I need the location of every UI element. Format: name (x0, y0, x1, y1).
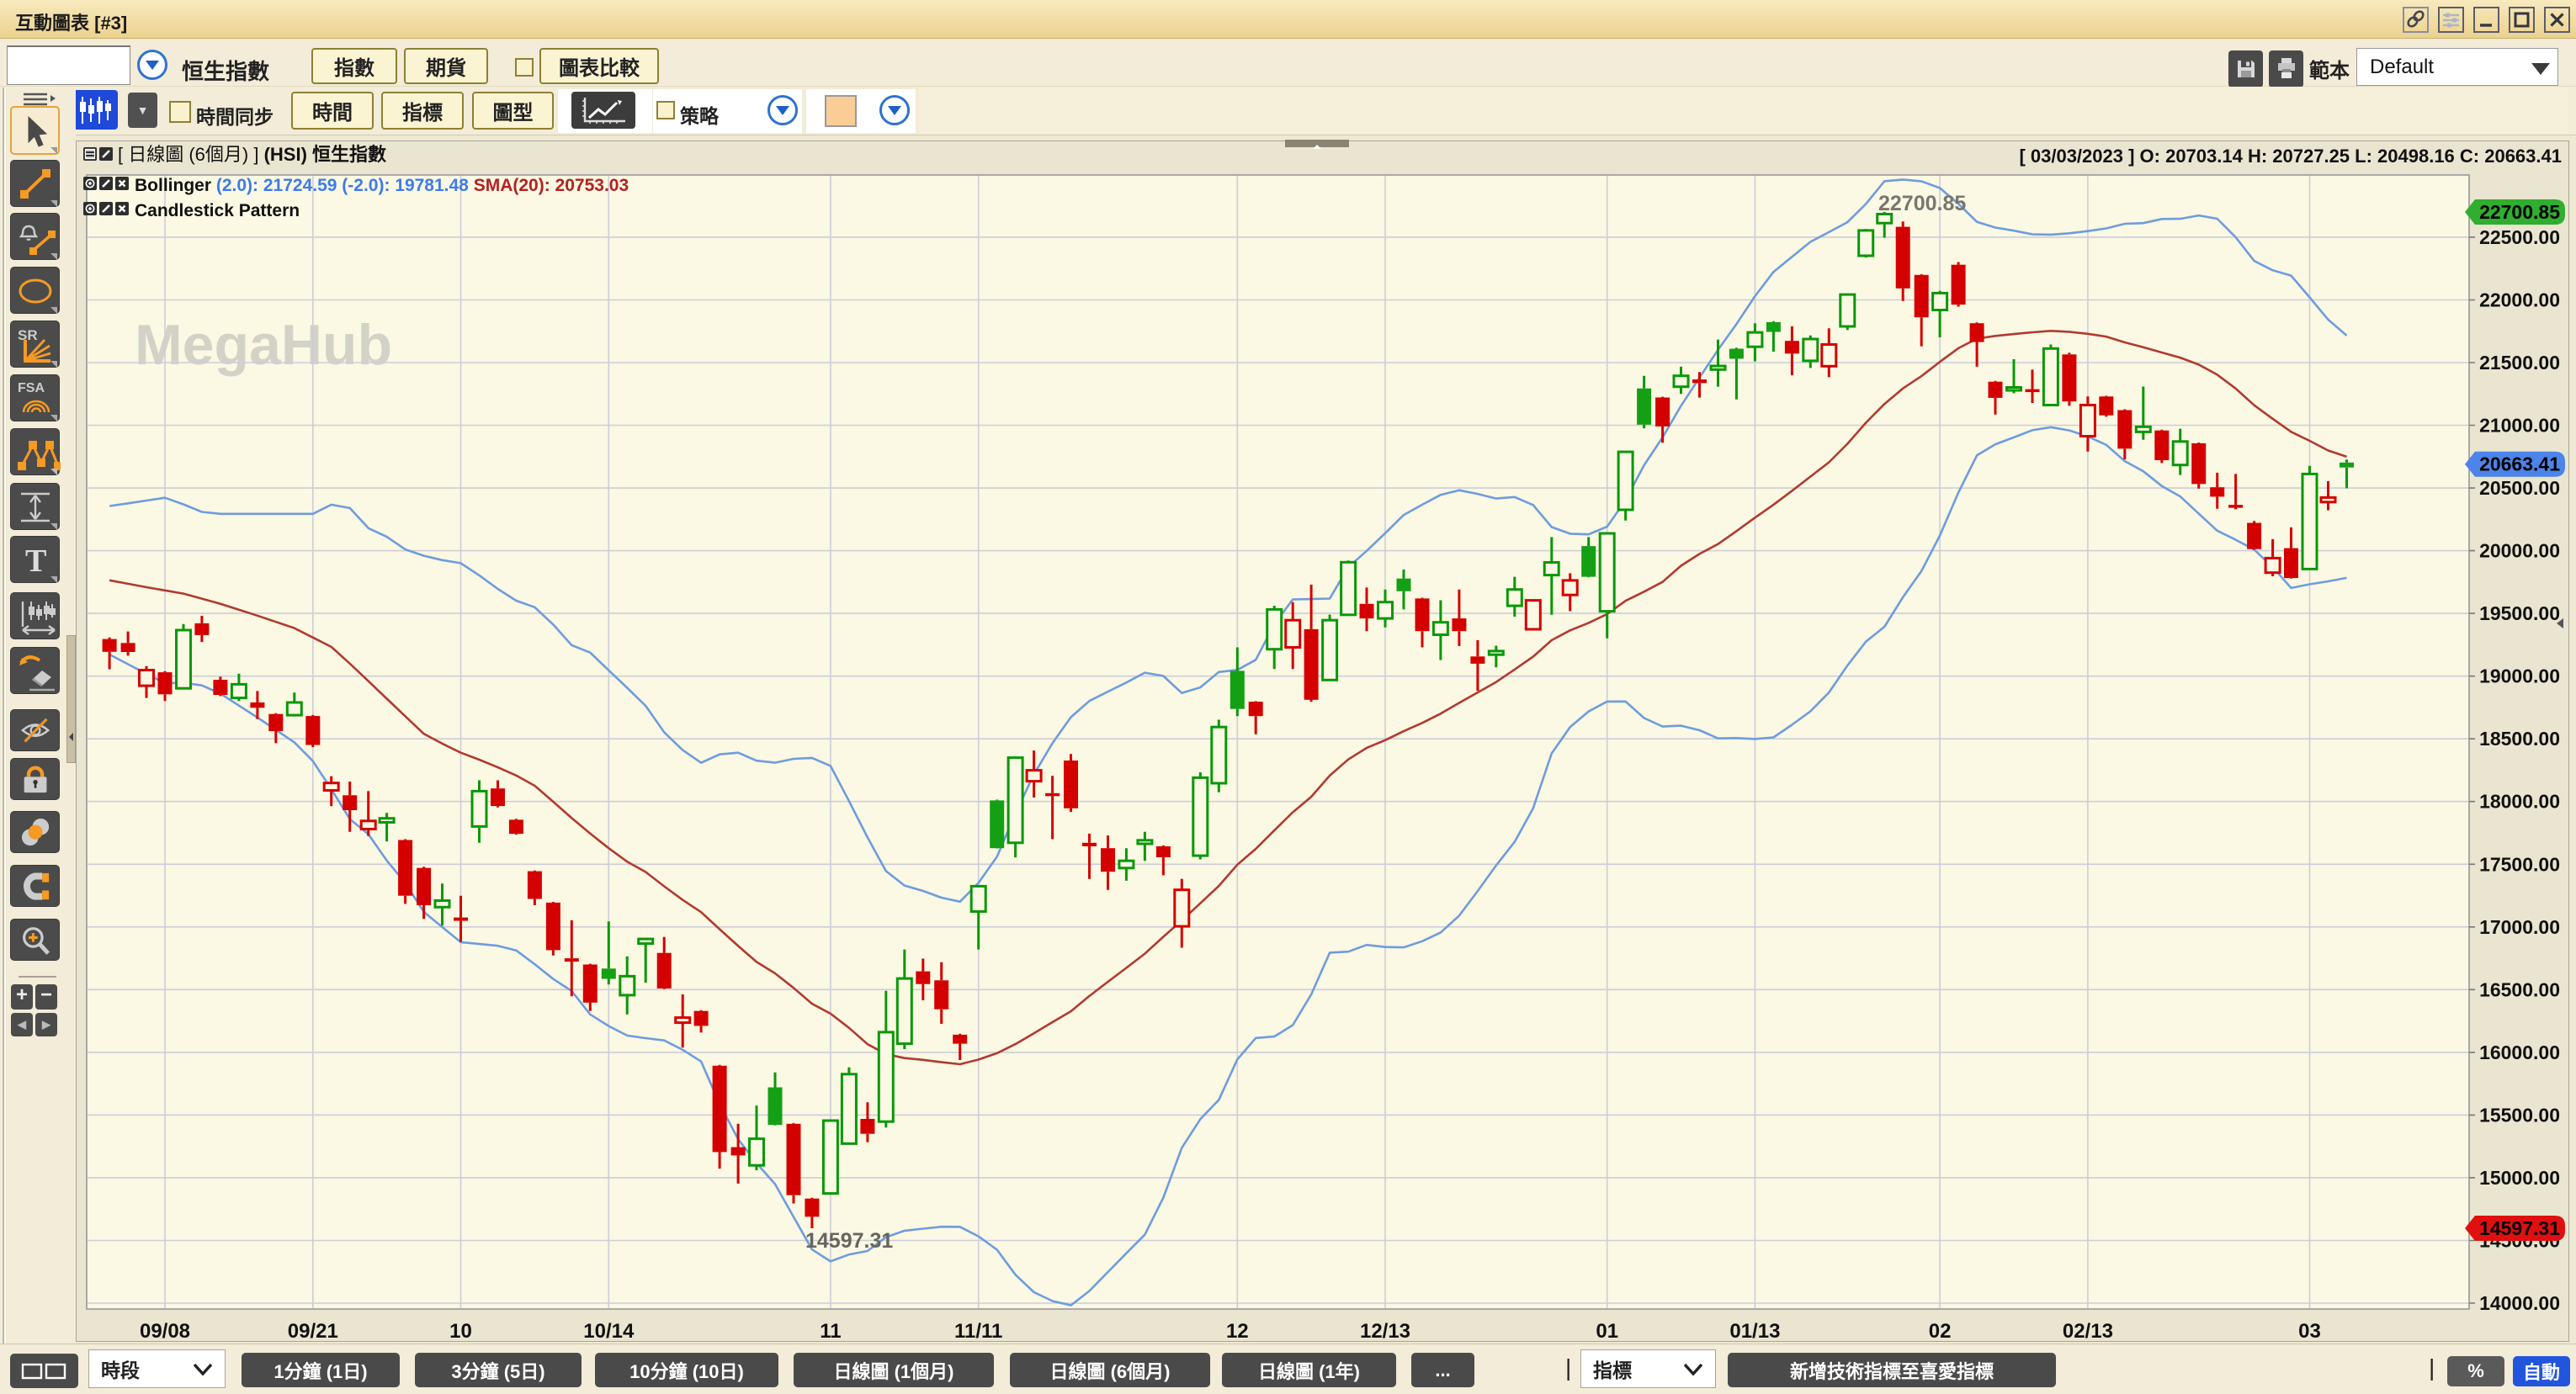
svg-text:15000.00: 15000.00 (2479, 1167, 2560, 1189)
svg-text:17000.00: 17000.00 (2479, 916, 2560, 938)
svg-text:Bollinger (2.0): 21724.59 (-2: Bollinger (2.0): 21724.59 (-2.0): 19781.… (135, 176, 629, 195)
svg-text:Candlestick Pattern: Candlestick Pattern (135, 201, 300, 220)
svg-text:20663.41: 20663.41 (2479, 453, 2560, 475)
svg-text:18500.00: 18500.00 (2479, 728, 2560, 750)
svg-text:MegaHub: MegaHub (135, 313, 392, 377)
svg-text:12: 12 (1226, 1320, 1249, 1342)
svg-text:SR: SR (18, 327, 38, 343)
svg-text:19500.00: 19500.00 (2479, 602, 2560, 624)
svg-text:14597.31: 14597.31 (805, 1229, 893, 1253)
svg-text:T: T (25, 543, 46, 579)
svg-text:11: 11 (820, 1320, 841, 1342)
svg-text:09/21: 09/21 (288, 1320, 338, 1342)
svg-text:19000.00: 19000.00 (2479, 665, 2560, 687)
svg-text:22700.85: 22700.85 (1878, 192, 1966, 215)
svg-text:14597.31: 14597.31 (2479, 1217, 2560, 1239)
svg-text:21000.00: 21000.00 (2479, 415, 2560, 437)
svg-text:[ 日線圖 (6個月) ] (HSI) 恒生指數: [ 日線圖 (6個月) ] (HSI) 恒生指數 (118, 144, 386, 165)
svg-text:[ 03/03/2023 ] O: 20703.14 H: [ 03/03/2023 ] O: 20703.14 H: 20727.25 L… (2019, 146, 2562, 167)
svg-text:15500.00: 15500.00 (2479, 1104, 2560, 1126)
svg-text:03: 03 (2298, 1320, 2321, 1342)
svg-text:21500.00: 21500.00 (2479, 352, 2560, 374)
svg-text:18000.00: 18000.00 (2479, 791, 2560, 813)
svg-text:11/11: 11/11 (954, 1320, 1002, 1342)
svg-text:02/13: 02/13 (2063, 1320, 2113, 1342)
svg-text:10/14: 10/14 (583, 1320, 635, 1342)
svg-text:16000.00: 16000.00 (2479, 1042, 2560, 1063)
svg-text:01: 01 (1596, 1320, 1618, 1342)
svg-text:01/13: 01/13 (1729, 1320, 1780, 1342)
svg-text:20000.00: 20000.00 (2479, 540, 2560, 562)
svg-text:12/13: 12/13 (1360, 1320, 1410, 1342)
svg-text:16500.00: 16500.00 (2479, 978, 2560, 1000)
svg-text:22000.00: 22000.00 (2479, 289, 2560, 311)
svg-text:FSA: FSA (18, 381, 45, 395)
svg-text:02: 02 (1929, 1320, 1952, 1342)
svg-text:14000.00: 14000.00 (2479, 1292, 2560, 1314)
svg-text:17500.00: 17500.00 (2479, 853, 2560, 875)
svg-text:22500.00: 22500.00 (2479, 226, 2560, 248)
svg-text:09/08: 09/08 (140, 1320, 190, 1342)
svg-text:20500.00: 20500.00 (2479, 477, 2560, 499)
svg-text:22700.85: 22700.85 (2479, 201, 2560, 223)
svg-text:10: 10 (449, 1320, 472, 1342)
